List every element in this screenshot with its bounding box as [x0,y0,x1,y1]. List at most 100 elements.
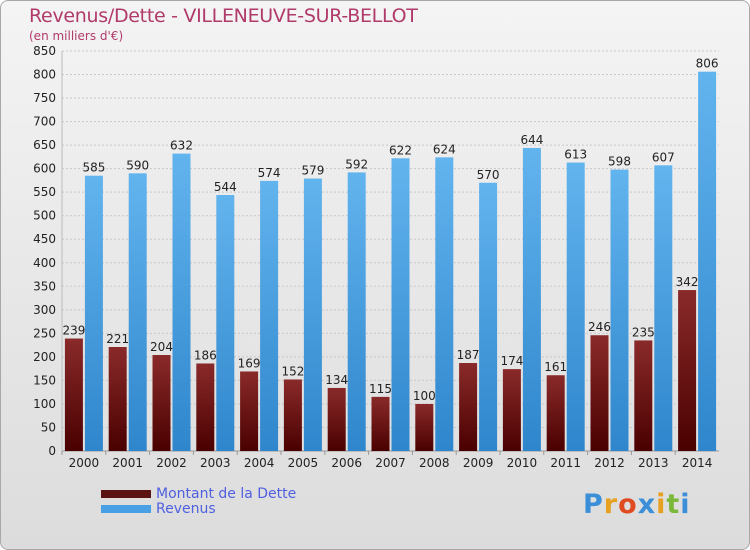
data-label-revenus: 598 [608,155,631,169]
y-tick-label: 250 [33,326,56,340]
bar-dette [196,363,215,451]
data-label-dette: 100 [413,389,436,403]
chart-subtitle: (en milliers d'€) [29,29,124,43]
bar-revenus [260,180,279,451]
data-label-revenus: 579 [301,164,324,178]
y-tick-label: 100 [33,397,56,411]
logo-letter: P [583,489,604,520]
bar-dette [502,369,521,451]
data-label-dette: 221 [106,332,129,346]
grid-lines [61,50,719,452]
logo-letter: t [666,489,681,520]
data-label-revenus: 632 [170,139,193,153]
y-tick-label: 800 [33,68,56,82]
bar-dette [108,347,127,451]
data-label-dette: 115 [369,382,392,396]
bar-revenus [347,172,366,452]
bar-revenus [566,162,585,451]
x-tick-label: 2002 [156,456,187,470]
data-label-dette: 174 [500,354,523,368]
data-label-dette: 161 [544,360,567,374]
bar-dette [64,338,83,451]
data-label-revenus: 590 [126,158,149,172]
y-tick-label: 350 [33,279,56,293]
bar-dette [240,371,259,451]
y-tick-label: 200 [33,350,56,364]
x-tick-label: 2006 [331,456,362,470]
y-tick-label: 0 [48,444,56,458]
data-label-dette: 152 [281,364,304,378]
x-tick-label: 2011 [550,456,581,470]
x-tick-label: 2012 [594,456,625,470]
bar-dette [327,387,346,451]
logo-letter: o [618,489,638,520]
x-tick-label: 2001 [112,456,143,470]
bar-dette [546,375,565,451]
y-tick-label: 700 [33,115,56,129]
x-tick-label: 2007 [375,456,406,470]
chart-title: Revenus/Dette - VILLENEUVE-SUR-BELLOT [29,5,418,27]
logo-letter: r [603,489,619,520]
legend-label-revenus: Revenus [156,501,216,517]
data-label-revenus: 592 [345,157,368,171]
bar-revenus [216,195,235,451]
data-label-revenus: 570 [477,168,500,182]
logo-letter: x [637,489,657,520]
data-label-dette: 235 [632,325,655,339]
y-tick-label: 550 [33,185,56,199]
y-tick-label: 500 [33,209,56,223]
y-tick-label: 400 [33,256,56,270]
bar-revenus [128,173,147,451]
y-tick-label: 650 [33,138,56,152]
y-axis: 0 50 100 150 200 250 300 350 400 450 500 550 600 650 7… [33,44,56,458]
x-tick-label: 2010 [507,456,538,470]
x-tick-label: 2008 [419,456,450,470]
bars: 239 585 221 590 204 632 186 544 169 574 152 579 134 5… [62,57,719,452]
bar-revenus [479,182,498,451]
x-tick-label: 2000 [69,456,100,470]
x-tick-label: 2013 [638,456,669,470]
x-axis: 2000 2001 2002 2003 2004 2005 2006 2007 2008 2009… [61,451,713,470]
data-label-dette: 239 [62,324,85,338]
y-tick-label: 300 [33,303,56,317]
x-tick-label: 2004 [244,456,275,470]
x-tick-label: 2014 [682,456,713,470]
data-label-revenus: 607 [652,150,675,164]
x-tick-label: 2009 [463,456,494,470]
data-label-dette: 134 [325,373,348,387]
y-tick-label: 600 [33,162,56,176]
y-tick-label: 50 [41,420,56,434]
bar-revenus [522,147,541,452]
data-label-dette: 204 [150,340,173,354]
logo-letter: i [680,489,691,520]
data-label-revenus: 544 [214,180,237,194]
bar-dette [459,363,478,451]
data-label-dette: 187 [457,348,480,362]
bar-revenus [303,178,322,451]
legend-swatch-revenus [101,505,151,513]
y-tick-label: 450 [33,232,56,246]
logo-letter: i [656,489,667,520]
bar-revenus [172,153,191,451]
data-label-revenus: 644 [520,133,543,147]
bar-dette [152,355,171,451]
data-label-dette: 246 [588,320,611,334]
bar-revenus [84,175,103,452]
bar-dette [415,403,434,451]
legend-swatch-dette [101,490,151,498]
x-tick-label: 2003 [200,456,231,470]
legend-label-dette: Montant de la Dette [156,486,297,502]
data-label-revenus: 624 [433,142,456,156]
bar-revenus [610,169,629,451]
data-label-revenus: 613 [564,148,587,162]
data-label-revenus: 622 [389,143,412,157]
data-label-revenus: 806 [696,57,719,71]
bar-dette [634,340,653,451]
bar-revenus [391,158,410,451]
proxiti-logo: Proxiti [583,489,691,520]
bar-dette [590,335,609,451]
y-tick-label: 750 [33,91,56,105]
bar-dette [283,379,302,451]
